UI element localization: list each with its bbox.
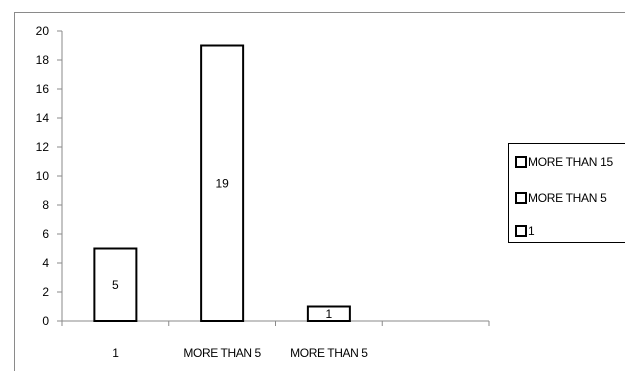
y-tick-label: 20 bbox=[36, 24, 50, 38]
y-tick-label: 4 bbox=[42, 256, 49, 270]
bar bbox=[306, 305, 351, 322]
bar bbox=[200, 44, 245, 322]
y-tick-label: 6 bbox=[42, 227, 49, 241]
legend-item-more-than-5: MORE THAN 5 bbox=[515, 191, 607, 205]
data-labels: 5 19 1 bbox=[112, 176, 333, 321]
bar-value-label: 1 bbox=[326, 307, 333, 321]
y-tick-label: 14 bbox=[36, 111, 50, 125]
bar-value-label: 19 bbox=[215, 176, 229, 190]
legend-swatch-icon bbox=[515, 155, 527, 168]
legend-item-1: 1 bbox=[515, 224, 535, 238]
legend-item-more-than-15: MORE THAN 15 bbox=[515, 155, 613, 169]
legend-swatch-icon bbox=[515, 191, 527, 204]
y-tick-label: 2 bbox=[42, 285, 49, 299]
y-tick-label: 10 bbox=[36, 169, 50, 183]
y-tick-label: 18 bbox=[36, 53, 50, 67]
x-axis: 1 MORE THAN 5 MORE THAN 5 bbox=[61, 320, 490, 360]
y-axis: 0 2 4 6 8 10 12 14 16 18 20 bbox=[36, 24, 63, 328]
legend: MORE THAN 15 MORE THAN 5 1 bbox=[508, 143, 625, 243]
legend-swatch-icon bbox=[515, 224, 527, 237]
bar-value-label: 5 bbox=[112, 278, 119, 292]
y-tick-label: 8 bbox=[42, 198, 49, 212]
x-tick-label: MORE THAN 5 bbox=[183, 346, 261, 360]
legend-label: MORE THAN 15 bbox=[528, 155, 613, 169]
chart-frame bbox=[14, 12, 625, 371]
y-tick-label: 12 bbox=[36, 140, 50, 154]
bar bbox=[93, 247, 138, 322]
bars bbox=[93, 44, 351, 322]
legend-label: MORE THAN 5 bbox=[528, 191, 607, 205]
x-tick-label: MORE THAN 5 bbox=[290, 346, 368, 360]
x-tick-label: 1 bbox=[112, 346, 119, 360]
y-tick-label: 16 bbox=[36, 82, 50, 96]
legend-label: 1 bbox=[528, 224, 535, 238]
y-tick-label: 0 bbox=[42, 314, 49, 328]
